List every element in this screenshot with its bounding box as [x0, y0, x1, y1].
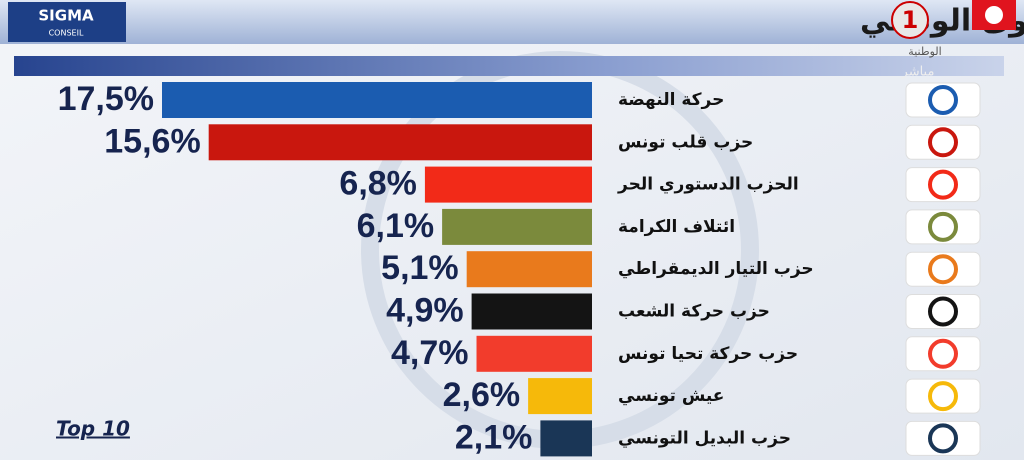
category-label: حزب البديل التونسي [618, 428, 791, 448]
header-band [14, 56, 1004, 76]
category-label: ائتلاف الكرامة [618, 217, 735, 237]
value-label: 15,6% [104, 122, 200, 160]
value-label: 6,1% [357, 207, 435, 245]
party-logo-mark [928, 381, 958, 412]
bar [476, 335, 592, 372]
annotation: Top 10 [56, 417, 130, 441]
value-label: 2,1% [455, 418, 533, 456]
party-logo [905, 209, 981, 245]
category-label: حزب حركة الشعب [618, 302, 770, 322]
party-logo [905, 294, 981, 329]
party-logo-mark [928, 85, 958, 115]
bar [528, 378, 592, 415]
party-logo [905, 124, 981, 160]
party-logo-mark [928, 254, 958, 285]
party-logo-mark [928, 338, 958, 369]
category-label: حزب قلب تونس [618, 132, 753, 152]
party-logo [905, 420, 981, 456]
category-label: حركة النهضة [618, 90, 724, 110]
party-logo-mark [928, 423, 958, 454]
value-label: 17,5% [58, 80, 154, 118]
channel-number: 1 [902, 6, 919, 34]
bar [471, 293, 592, 330]
party-logo [905, 336, 981, 372]
value-label: 2,6% [443, 376, 521, 414]
party-logo [905, 82, 981, 118]
channel-name: الوطنية [908, 45, 941, 58]
brand: SIGMA [38, 7, 94, 25]
party-logo-mark [928, 169, 958, 200]
flag-emblem [985, 6, 1003, 24]
category-label: حزب التيار الديمقراطي [618, 259, 814, 279]
channel-logo [891, 1, 929, 39]
value-label: 4,7% [391, 334, 469, 372]
bar [424, 166, 592, 203]
party-logo-mark [928, 296, 958, 327]
party-logo [905, 251, 981, 287]
bar [442, 208, 592, 245]
brand-logo [8, 2, 126, 42]
party-logo-mark [928, 211, 958, 242]
value-label: 5,1% [381, 249, 459, 287]
bar [162, 82, 592, 118]
party-logo [905, 167, 981, 203]
bar [466, 251, 592, 288]
party-logo-mark [928, 127, 958, 158]
value-label: 4,9% [386, 291, 464, 329]
bar [540, 420, 592, 457]
header [0, 0, 1024, 44]
brand-sub: CONSEIL [49, 29, 84, 38]
category-label: الحزب الدستوري الحر [617, 175, 799, 195]
category-label: حزب حركة تحيا تونس [618, 344, 798, 364]
channel-live: مباشر [901, 65, 935, 80]
party-logo [905, 378, 981, 414]
bar [208, 124, 592, 161]
value-label: 6,8% [339, 165, 417, 203]
category-label: عيش تونسي [618, 386, 724, 406]
